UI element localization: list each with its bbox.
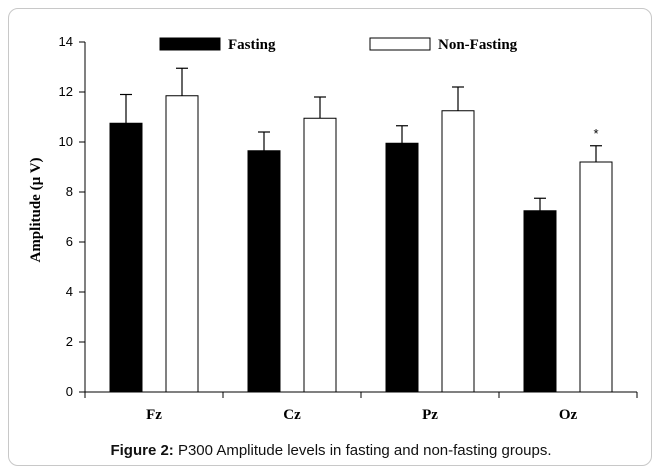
x-tick-label: Oz <box>559 407 578 423</box>
bar-chart: 0 2 4 6 8 10 12 14 Fz Cz Pz Oz * Fasting Non-Fastin… <box>28 34 638 423</box>
y-axis-label: Amplitude (µ V) <box>28 157 44 262</box>
y-tick-label: 12 <box>59 84 73 99</box>
x-tick-label: Pz <box>422 407 438 423</box>
legend-swatch <box>159 37 221 51</box>
legend: Fasting Non-Fasting <box>159 37 518 53</box>
y-tick-label: 8 <box>66 184 73 199</box>
y-tick-label: 6 <box>66 234 73 249</box>
bar-non-fasting-cz <box>303 117 337 393</box>
caption-prefix: Figure 2: <box>110 442 174 459</box>
x-tick-label: Fz <box>146 407 162 423</box>
x-axis: Fz Cz Pz Oz <box>84 391 638 423</box>
bar-non-fasting-fz <box>165 95 199 393</box>
y-tick-label: 4 <box>66 284 73 299</box>
y-tick-label: 2 <box>66 334 73 349</box>
y-tick-label: 14 <box>59 34 73 49</box>
bar-non-fasting-oz <box>579 161 613 393</box>
caption-text: P300 Amplitude levels in fasting and non… <box>173 442 552 459</box>
legend-label: Non-Fasting <box>438 37 518 53</box>
y-tick-label: 0 <box>66 384 73 399</box>
bar-fasting-pz <box>385 142 419 393</box>
bar-non-fasting-pz <box>441 110 475 393</box>
bar-fasting-cz <box>247 150 281 393</box>
bars: * <box>109 67 613 393</box>
significance-marker: * <box>593 126 598 141</box>
y-axis: 0 2 4 6 8 10 12 14 <box>59 34 86 399</box>
x-tick-label: Cz <box>283 407 301 423</box>
bar-fasting-oz <box>523 210 557 393</box>
legend-label: Fasting <box>228 37 276 53</box>
bar-fasting-fz <box>109 122 143 393</box>
y-tick-label: 10 <box>59 134 73 149</box>
figure-caption: Figure 2: P300 Amplitude levels in fasti… <box>0 442 662 459</box>
legend-swatch <box>369 37 431 51</box>
